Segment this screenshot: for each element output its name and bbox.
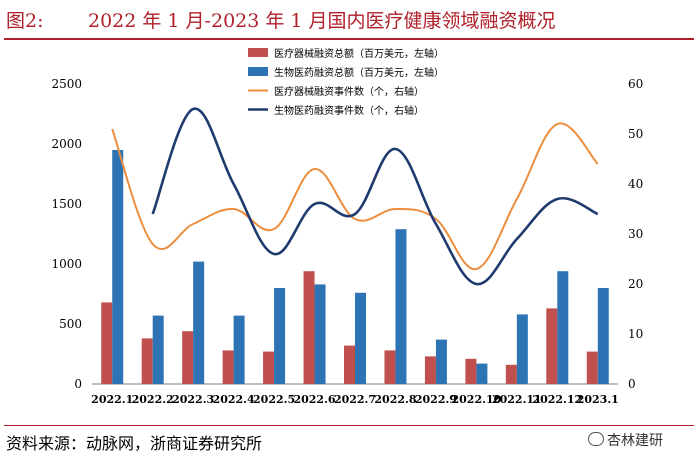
- legend-label: 医疗器械融资事件数（个，右轴）: [274, 85, 424, 98]
- y-right-tick-label: 60: [628, 77, 643, 91]
- bar-bio-amount: [193, 261, 205, 384]
- legend-swatch: [248, 48, 268, 57]
- bar-medical-amount: [303, 271, 315, 384]
- bar-medical-amount: [546, 308, 558, 384]
- x-tick-label: 2022.6: [293, 393, 335, 406]
- x-tick-label: 2022.10: [452, 393, 502, 406]
- bar-medical-amount: [344, 345, 355, 384]
- bar-bio-amount: [597, 288, 609, 384]
- x-tick-label: 2023.1: [577, 393, 619, 406]
- watermark-text: 杏林建研: [607, 433, 663, 449]
- wechat-icon: [588, 432, 604, 446]
- bar-medical-amount: [424, 356, 436, 384]
- combo-chart: 医疗器械融资总额（百万美元，左轴） 生物医药融资总额（百万美元，左轴） 医疗器械融资…: [51, 47, 643, 406]
- y-left-tick-label: 2500: [51, 77, 82, 91]
- legend-bio-events: 生物医药融资事件数（个，右轴）: [248, 104, 424, 117]
- x-tick-label: 2022.1: [91, 393, 133, 406]
- y-left-tick-label: 2000: [51, 137, 82, 151]
- bar-medical-amount: [263, 351, 275, 384]
- legend-bio-amount: 生物医药融资总额（百万美元，左轴）: [248, 66, 444, 79]
- bar-bio-amount: [516, 314, 528, 384]
- bar-bio-amount: [233, 315, 245, 384]
- bar-bio-amount: [112, 150, 124, 384]
- y-right-tick-label: 40: [628, 177, 643, 191]
- x-tick-label: 2022.2: [132, 393, 174, 406]
- x-tick-label: 2022.7: [334, 393, 376, 406]
- legend-medical-amount: 医疗器械融资总额（百万美元，左轴）: [248, 47, 444, 60]
- watermark: 杏林建研: [588, 430, 663, 450]
- bar-medical-amount: [101, 302, 113, 384]
- x-tick-label: 2022.3: [172, 393, 214, 406]
- chart-legend: 医疗器械融资总额（百万美元，左轴） 生物医药融资总额（百万美元，左轴） 医疗器械融资…: [248, 47, 444, 117]
- chart-axes: 0500100015002000250001020304050602022.12…: [51, 77, 643, 406]
- bar-bio-amount: [395, 229, 407, 384]
- footer-divider: [4, 425, 694, 426]
- bar-bio-amount: [355, 292, 366, 384]
- x-tick-label: 2022.5: [253, 393, 295, 406]
- bar-medical-amount: [465, 358, 477, 384]
- y-left-tick-label: 1000: [51, 257, 82, 271]
- y-left-tick-label: 1500: [51, 197, 82, 211]
- bar-medical-amount: [222, 350, 234, 384]
- bar-medical-amount: [505, 364, 517, 384]
- x-tick-label: 2022.9: [415, 393, 457, 406]
- y-left-tick-label: 0: [74, 377, 82, 391]
- bar-bio-amount: [152, 315, 164, 384]
- x-tick-label: 2022.11: [492, 393, 542, 406]
- legend-label: 医疗器械融资总额（百万美元，左轴）: [274, 47, 444, 60]
- y-left-tick-label: 500: [59, 317, 82, 331]
- figure-label: 图2:: [6, 10, 44, 32]
- chart-bars: [101, 150, 609, 384]
- line-bio-events: [151, 107, 599, 286]
- source-note: 资料来源：动脉网，浙商证券研究所: [6, 434, 263, 453]
- figure-title: 2022 年 1 月-2023 年 1 月国内医疗健康领域融资概况: [88, 10, 556, 32]
- chart-lines: [111, 107, 599, 286]
- bar-bio-amount: [435, 339, 447, 384]
- y-right-tick-label: 0: [628, 377, 636, 391]
- bar-medical-amount: [384, 350, 396, 384]
- x-tick-label: 2022.12: [532, 393, 582, 406]
- line-medical-events: [111, 122, 599, 271]
- bar-bio-amount: [476, 363, 488, 384]
- y-right-tick-label: 30: [628, 227, 643, 241]
- legend-label: 生物医药融资事件数（个，右轴）: [274, 104, 424, 117]
- bar-bio-amount: [314, 284, 326, 384]
- x-tick-label: 2022.4: [213, 393, 255, 406]
- x-tick-label: 2022.8: [374, 393, 416, 406]
- bar-medical-amount: [586, 351, 598, 384]
- legend-swatch: [248, 67, 268, 76]
- legend-label: 生物医药融资总额（百万美元，左轴）: [274, 66, 444, 79]
- bar-bio-amount: [274, 288, 286, 384]
- bar-medical-amount: [182, 331, 194, 384]
- y-right-tick-label: 20: [628, 277, 643, 291]
- y-right-tick-label: 50: [628, 127, 643, 141]
- figure-header: 图2: 2022 年 1 月-2023 年 1 月国内医疗健康领域融资概况: [0, 0, 698, 40]
- legend-medical-events: 医疗器械融资事件数（个，右轴）: [248, 85, 424, 98]
- title-divider: [4, 38, 694, 40]
- y-right-tick-label: 10: [628, 327, 643, 341]
- bar-medical-amount: [141, 338, 153, 384]
- bar-bio-amount: [557, 271, 569, 384]
